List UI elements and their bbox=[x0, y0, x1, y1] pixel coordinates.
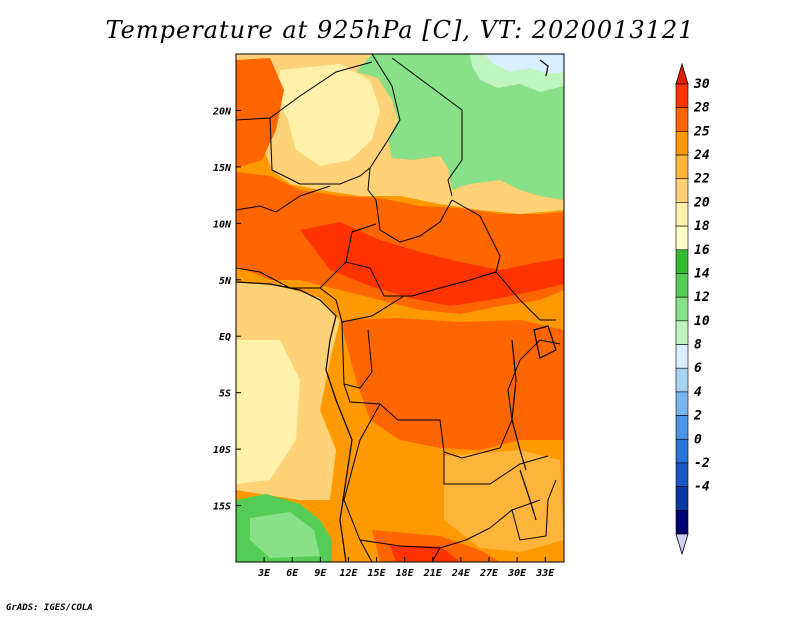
lon-tick-label: 27E bbox=[479, 568, 499, 579]
lat-tick-label: 5N bbox=[219, 276, 232, 287]
lon-tick-label: 18E bbox=[396, 568, 415, 579]
lon-tick-label: 3E bbox=[257, 568, 271, 579]
colorbar-label: 30 bbox=[693, 77, 710, 92]
lon-tick-label: 33E bbox=[535, 568, 555, 579]
colorbar-swatch bbox=[675, 225, 689, 251]
colorbar-swatch bbox=[675, 462, 689, 487]
colorbar-label: 22 bbox=[693, 172, 710, 187]
lat-tick-label: 10S bbox=[213, 445, 231, 456]
lon-tick-label: 6E bbox=[286, 568, 299, 579]
coastline bbox=[235, 59, 557, 563]
colorbar-swatch bbox=[675, 107, 689, 132]
map-title: Temperature at 925hPa [C], VT: 202001312… bbox=[105, 16, 695, 44]
grads-credit: GrADS: IGES/COLA bbox=[6, 603, 93, 613]
colorbar-label: 2 bbox=[693, 409, 702, 424]
lon-ticks: 3E 6E 9E 12E 15E 18E 21E 24E 27E 30E 33E bbox=[257, 557, 555, 579]
colorbar-label: -4 bbox=[694, 480, 710, 495]
colorbar-swatch bbox=[675, 438, 689, 464]
colorbar-swatch bbox=[675, 486, 689, 511]
colorbar-swatch bbox=[675, 367, 689, 393]
colorbar-swatch bbox=[675, 510, 689, 535]
colorbar-label: 10 bbox=[694, 314, 710, 329]
colorbar-swatch bbox=[675, 83, 689, 108]
lat-ticks: 20N 15N 10N 5N EQ 5S 10S 15S bbox=[212, 106, 241, 513]
colorbar-label: 6 bbox=[694, 361, 702, 376]
lon-tick-label: 30E bbox=[507, 568, 527, 579]
colorbar-label: 0 bbox=[694, 432, 702, 447]
colorbar-swatch bbox=[675, 249, 689, 274]
map-frame bbox=[235, 53, 565, 563]
colorbar-swatch bbox=[675, 344, 689, 369]
lon-tick-label: 15E bbox=[368, 568, 387, 579]
colorbar-bottom-arrow bbox=[675, 533, 689, 556]
lat-tick-label: 15N bbox=[213, 163, 232, 174]
colorbar-swatch bbox=[675, 178, 689, 203]
colorbar-swatch bbox=[675, 273, 689, 298]
lat-tick-label: 5S bbox=[219, 389, 231, 400]
lon-tick-label: 21E bbox=[423, 568, 443, 579]
colorbar-label: 8 bbox=[694, 338, 702, 353]
colorbar-swatch bbox=[675, 391, 689, 416]
colorbar-top-arrow bbox=[675, 62, 689, 85]
lon-tick-label: 12E bbox=[339, 568, 358, 579]
colorbar-label: 28 bbox=[693, 101, 710, 116]
colorbar-label: 16 bbox=[694, 243, 710, 258]
colorbar-label: 12 bbox=[694, 290, 710, 305]
lat-tick-label: EQ bbox=[219, 332, 231, 343]
colorbar-label: 25 bbox=[693, 124, 710, 139]
colorbar-swatch bbox=[675, 415, 689, 440]
colorbar-label: 24 bbox=[693, 148, 710, 163]
colorbar-label: 4 bbox=[694, 385, 702, 400]
map-field bbox=[236, 54, 564, 562]
colorbar-swatch bbox=[675, 320, 689, 345]
lat-tick-label: 20N bbox=[212, 106, 232, 117]
colorbar-swatch bbox=[675, 202, 689, 227]
lat-tick-label: 15S bbox=[213, 502, 231, 513]
colorbar-swatch bbox=[675, 131, 689, 156]
colorbar-label: 18 bbox=[694, 219, 710, 234]
colorbar-swatch bbox=[675, 296, 689, 322]
colorbar-label: -2 bbox=[694, 456, 710, 471]
colorbar-label: 14 bbox=[694, 266, 710, 281]
lon-tick-label: 9E bbox=[314, 568, 327, 579]
country-borders bbox=[235, 53, 561, 563]
colorbar-label: 20 bbox=[693, 195, 710, 210]
colorbar-swatch bbox=[675, 154, 689, 180]
lon-tick-label: 24E bbox=[451, 568, 471, 579]
lat-tick-label: 10N bbox=[213, 219, 232, 230]
